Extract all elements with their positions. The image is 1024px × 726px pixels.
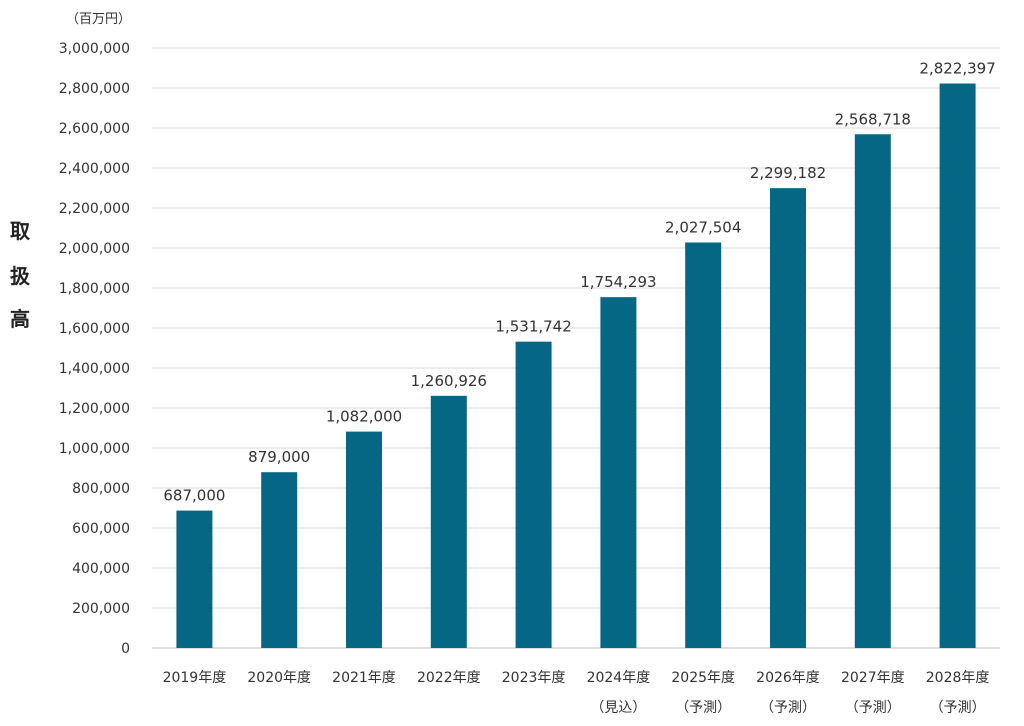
y-tick-label: 1,200,000 (59, 401, 130, 417)
y-tick-label: 400,000 (72, 561, 130, 577)
y-tick-label: 2,600,000 (59, 121, 130, 137)
bar (770, 188, 806, 648)
y-tick-label: 2,800,000 (59, 81, 130, 97)
x-tick-note: （予測） (760, 700, 816, 716)
bar (261, 472, 298, 648)
y-tick-label: 3,000,000 (59, 41, 130, 57)
x-tick-label: 2019年度 (163, 670, 227, 686)
bar (176, 510, 213, 648)
x-tick-label: 2020年度 (247, 670, 311, 686)
y-tick-label: 2,000,000 (59, 241, 130, 257)
bar (430, 395, 467, 648)
y-tick-label: 0 (121, 641, 130, 657)
x-tick-label: 2027年度 (841, 670, 905, 686)
x-tick-label: 2025年度 (671, 670, 735, 686)
y-axis-label-char-2: 扱 (10, 264, 30, 288)
y-tick-label: 2,200,000 (59, 201, 130, 217)
y-tick-label: 2,400,000 (59, 161, 130, 177)
bar (515, 341, 552, 648)
data-label: 879,000 (248, 448, 310, 466)
data-label: 1,082,000 (326, 408, 402, 426)
bar (600, 297, 637, 648)
y-tick-label: 1,800,000 (59, 281, 130, 297)
bar (939, 83, 976, 648)
x-tick-label: 2022年度 (417, 670, 481, 686)
x-tick-label: 2026年度 (756, 670, 820, 686)
x-tick-note: （予測） (930, 700, 986, 716)
y-tick-label: 200,000 (72, 601, 130, 617)
bar (346, 431, 382, 648)
x-tick-label: 2021年度 (332, 670, 396, 686)
x-tick-note: （予測） (845, 700, 901, 716)
data-label: 2,822,397 (919, 60, 995, 78)
y-tick-label: 800,000 (72, 481, 130, 497)
data-label: 687,000 (163, 487, 225, 505)
y-tick-label: 1,600,000 (59, 321, 130, 337)
data-label: 2,027,504 (665, 218, 741, 236)
data-label: 1,260,926 (411, 372, 487, 390)
y-axis-label-char-3: 高 (10, 307, 30, 331)
y-tick-label: 1,400,000 (59, 361, 130, 377)
y-tick-label: 600,000 (72, 521, 130, 537)
data-label: 1,531,742 (495, 318, 571, 336)
x-tick-label: 2028年度 (926, 670, 990, 686)
x-tick-note: （見込） (590, 700, 646, 716)
y-axis-label-char-1: 取 (10, 219, 30, 243)
bar (854, 134, 891, 648)
data-label: 2,299,182 (750, 164, 826, 182)
x-tick-label: 2023年度 (502, 670, 566, 686)
data-label: 2,568,718 (835, 110, 911, 128)
data-label: 1,754,293 (580, 273, 656, 291)
x-tick-note: （予測） (675, 700, 731, 716)
x-tick-label: 2024年度 (587, 670, 651, 686)
bar (685, 242, 722, 648)
unit-label: （百万円） (66, 12, 132, 27)
y-tick-label: 1,000,000 (59, 441, 130, 457)
